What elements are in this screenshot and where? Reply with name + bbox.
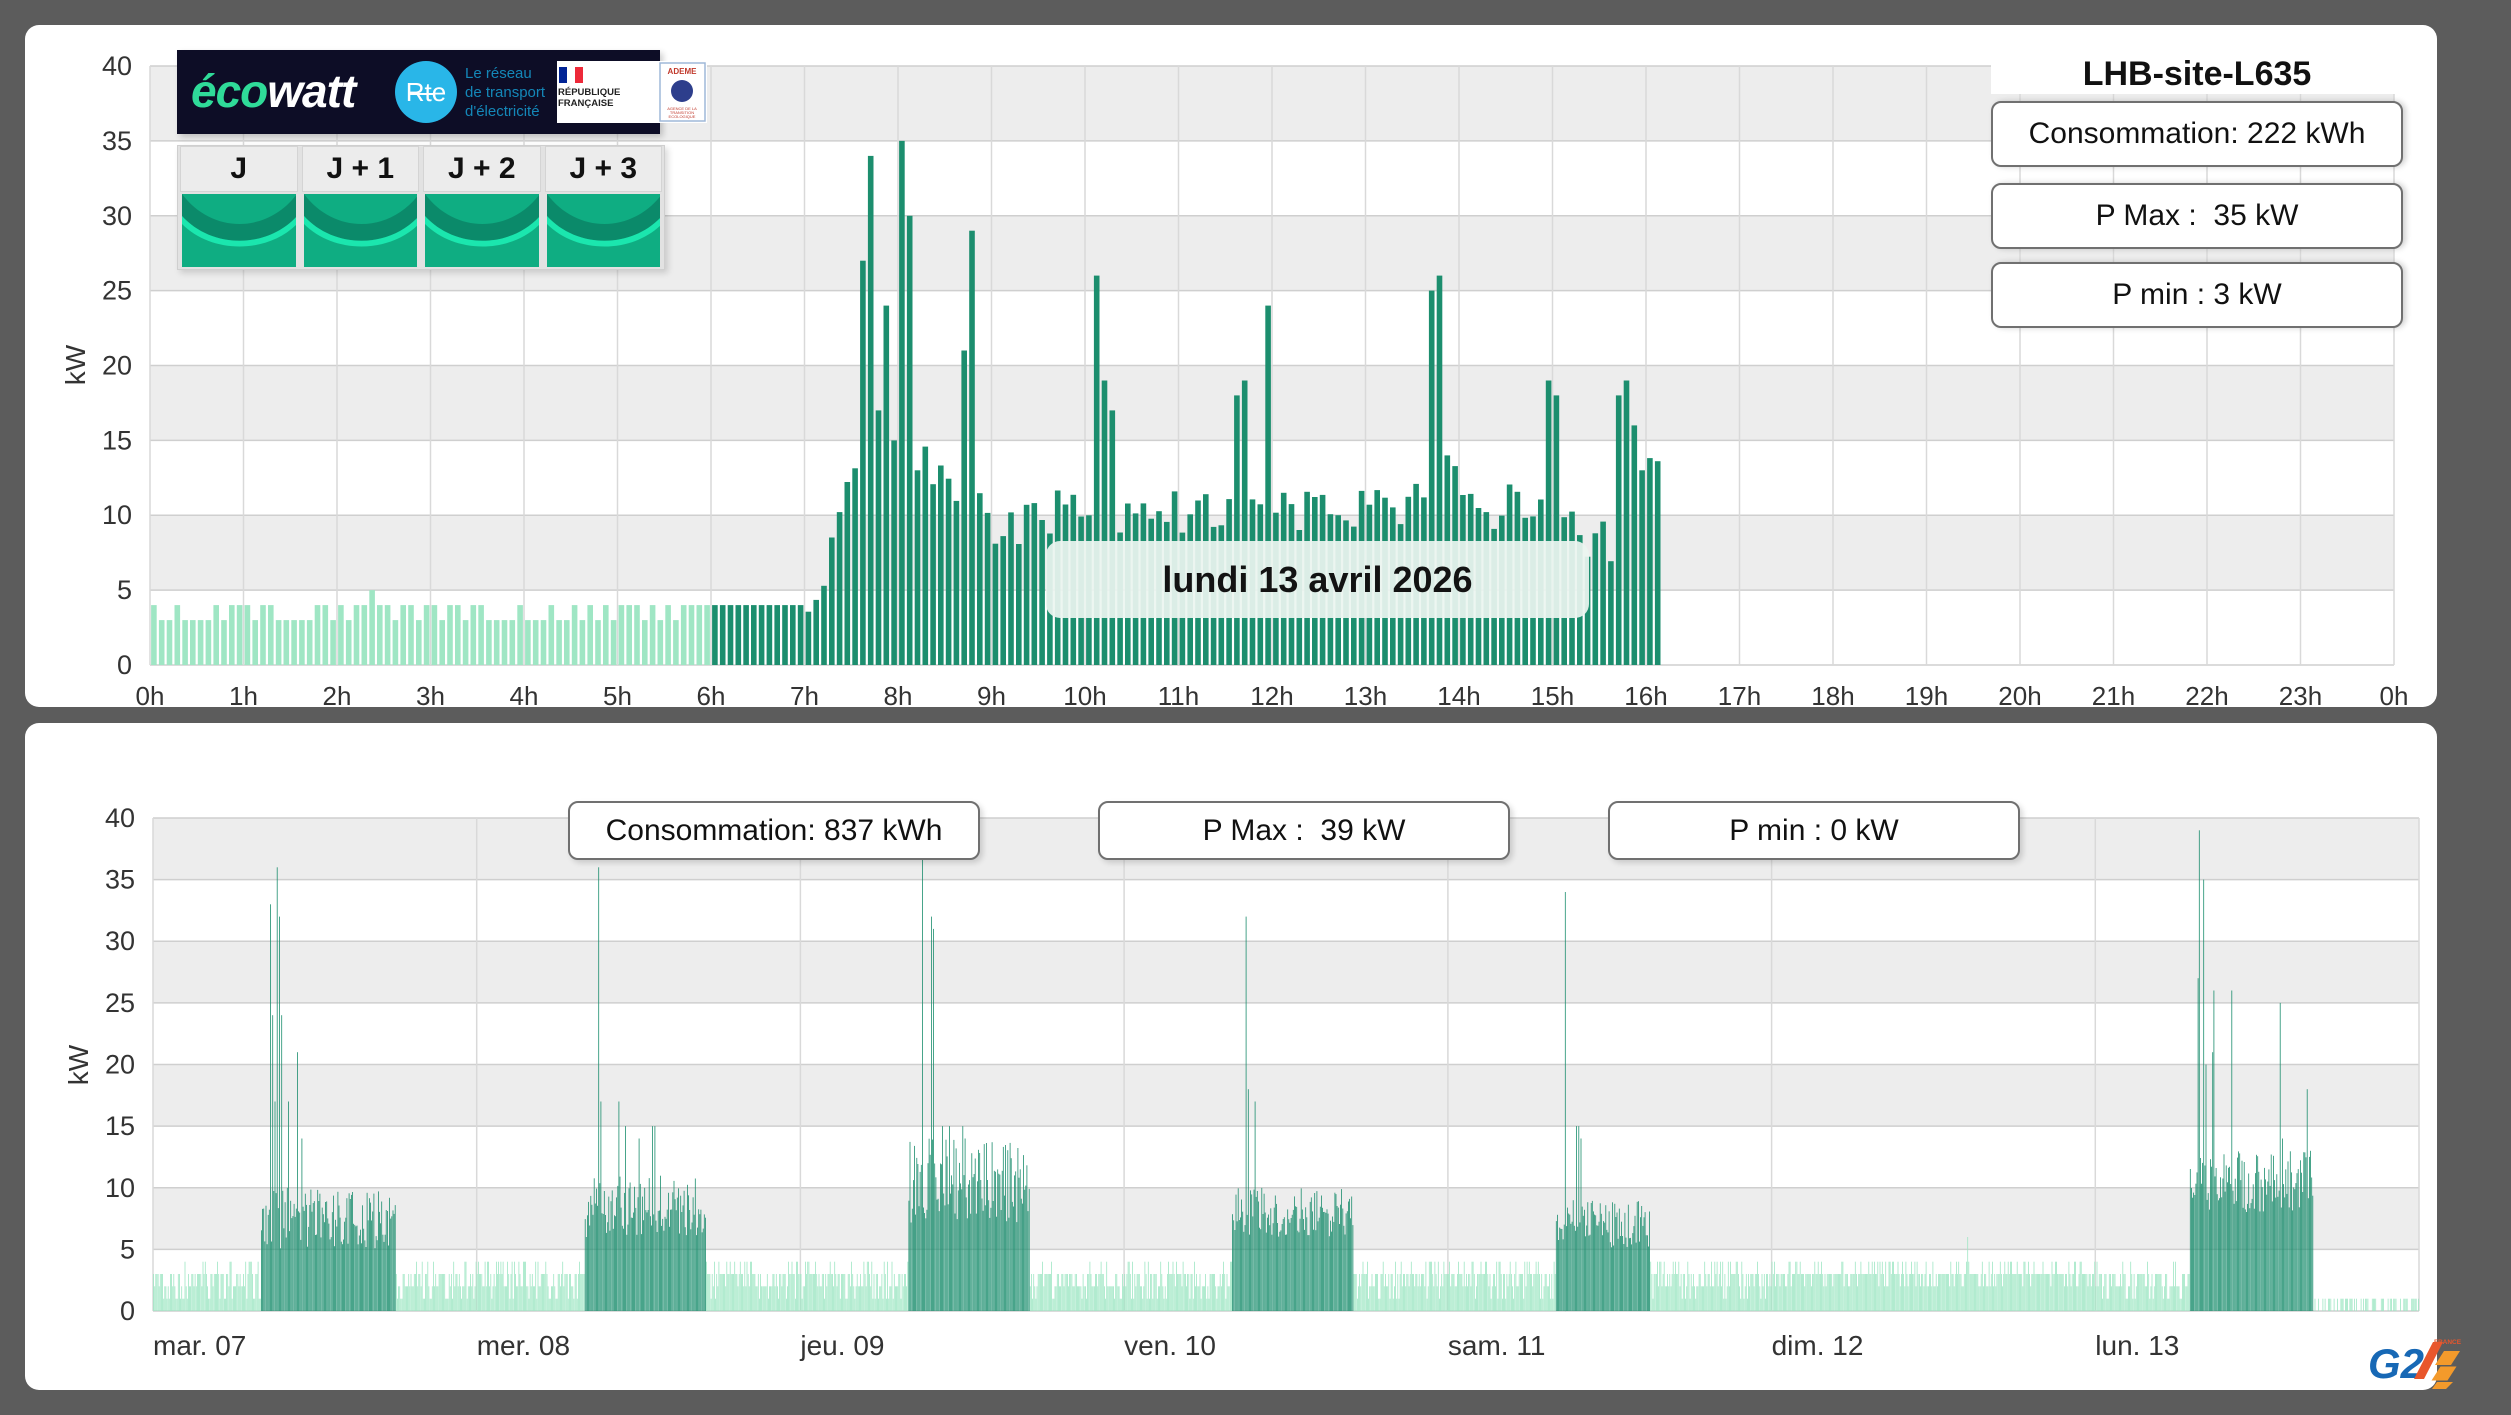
svg-text:16h: 16h	[1624, 681, 1667, 711]
svg-text:22h: 22h	[2185, 681, 2228, 711]
svg-text:kW: kW	[60, 344, 91, 385]
svg-text:17h: 17h	[1718, 681, 1761, 711]
svg-text:5: 5	[120, 1234, 135, 1264]
svg-text:10: 10	[102, 500, 132, 530]
svg-text:21h: 21h	[2092, 681, 2135, 711]
svg-text:14h: 14h	[1437, 681, 1480, 711]
svg-text:5h: 5h	[603, 681, 632, 711]
svg-text:23h: 23h	[2279, 681, 2322, 711]
svg-text:20h: 20h	[1998, 681, 2041, 711]
svg-text:20: 20	[102, 351, 132, 381]
svg-text:35: 35	[102, 126, 132, 156]
svg-text:sam. 11: sam. 11	[1448, 1330, 1546, 1361]
svg-text:15: 15	[105, 1111, 135, 1141]
svg-text:lun. 13: lun. 13	[2095, 1330, 2179, 1361]
svg-text:10: 10	[105, 1173, 135, 1203]
svg-text:30: 30	[105, 926, 135, 956]
svg-text:13h: 13h	[1344, 681, 1387, 711]
svg-text:mar. 07: mar. 07	[153, 1330, 246, 1361]
svg-text:RÉPUBLIQUE: RÉPUBLIQUE	[558, 87, 620, 98]
svg-text:0h: 0h	[136, 681, 165, 711]
svg-text:15: 15	[102, 425, 132, 455]
svg-text:40: 40	[102, 51, 132, 81]
svg-text:30: 30	[102, 201, 132, 231]
svg-text:4h: 4h	[510, 681, 539, 711]
svg-text:dim. 12: dim. 12	[1772, 1330, 1864, 1361]
svg-text:9h: 9h	[977, 681, 1006, 711]
svg-text:G2: G2	[2368, 1340, 2424, 1387]
svg-text:FRANÇAISE: FRANÇAISE	[558, 98, 613, 109]
svg-text:ECOLOGIQUE: ECOLOGIQUE	[669, 114, 696, 119]
svg-text:3h: 3h	[416, 681, 445, 711]
svg-text:35: 35	[105, 865, 135, 895]
svg-text:0h: 0h	[2380, 681, 2409, 711]
svg-text:8h: 8h	[884, 681, 913, 711]
svg-text:5: 5	[117, 575, 132, 605]
svg-text:jeu. 09: jeu. 09	[799, 1330, 884, 1361]
svg-text:Rte: Rte	[406, 77, 446, 107]
svg-text:19h: 19h	[1905, 681, 1948, 711]
svg-text:6h: 6h	[697, 681, 726, 711]
svg-text:12h: 12h	[1250, 681, 1293, 711]
svg-text:25: 25	[105, 988, 135, 1018]
svg-text:10h: 10h	[1063, 681, 1106, 711]
svg-text:7h: 7h	[790, 681, 819, 711]
svg-text:15h: 15h	[1531, 681, 1574, 711]
svg-text:11h: 11h	[1158, 681, 1199, 711]
svg-text:ADEME: ADEME	[668, 67, 698, 76]
svg-text:ven. 10: ven. 10	[1124, 1330, 1216, 1361]
svg-text:18h: 18h	[1811, 681, 1854, 711]
svg-text:0: 0	[117, 650, 132, 680]
svg-text:20: 20	[105, 1050, 135, 1080]
svg-text:kW: kW	[63, 1044, 94, 1085]
svg-text:0: 0	[120, 1296, 135, 1326]
svg-text:25: 25	[102, 276, 132, 306]
svg-text:1h: 1h	[229, 681, 258, 711]
svg-text:2h: 2h	[323, 681, 352, 711]
svg-text:mer. 08: mer. 08	[477, 1330, 570, 1361]
svg-text:40: 40	[105, 803, 135, 833]
